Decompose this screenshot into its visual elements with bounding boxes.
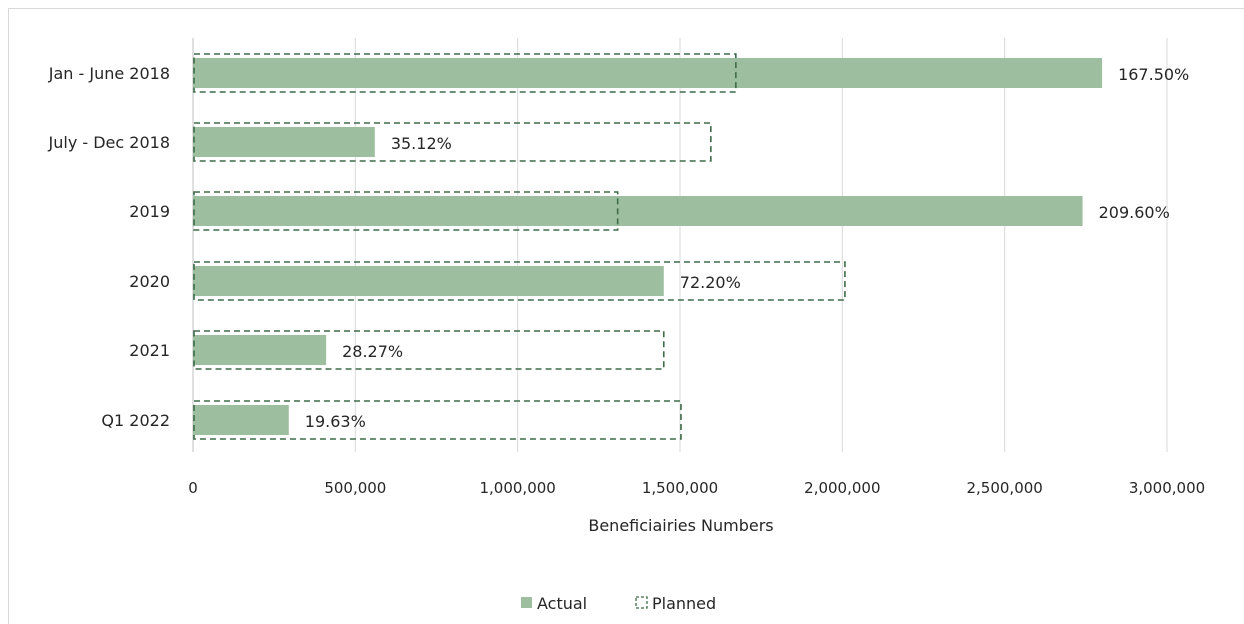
data-label: 28.27%: [342, 342, 403, 361]
bar-actual: [193, 58, 1103, 88]
legend: Actual Planned: [521, 594, 716, 613]
x-tick-label: 1,500,000: [642, 479, 718, 497]
data-label: 35.12%: [391, 134, 452, 153]
x-axis-title: Beneficiairies Numbers: [588, 516, 773, 535]
bar-actual: [193, 196, 1083, 226]
bar-planned: [193, 122, 712, 162]
bar-planned: [193, 53, 737, 93]
chart-frame: [8, 8, 1244, 624]
legend-label-actual: Actual: [537, 594, 587, 613]
category-labels: Jan - June 2018 July - Dec 2018 2019 2020 20…: [48, 64, 170, 430]
category-label: 2019: [129, 202, 170, 221]
bar-actual: [193, 405, 289, 435]
x-tick-label: 3,000,000: [1129, 479, 1205, 497]
data-labels: 167.50% 35.12% 209.60% 72.20% 28.27% 19.63%: [305, 65, 1189, 431]
tick-labels: 0 500,000 1,000,000 1,500,000 2,000,000 2,500…: [188, 479, 1205, 497]
bar-planned: [193, 400, 682, 440]
bars: [193, 53, 1103, 440]
category-label: 2020: [129, 272, 170, 291]
data-label: 19.63%: [305, 412, 366, 431]
gridlines: [192, 38, 1168, 452]
category-label: Q1 2022: [101, 411, 170, 430]
bar-planned: [193, 191, 619, 231]
legend-swatch-planned: [635, 596, 648, 609]
data-label: 209.60%: [1099, 203, 1170, 222]
bar-planned: [193, 330, 665, 370]
x-tick-label: 1,000,000: [479, 479, 555, 497]
legend-label-planned: Planned: [652, 594, 716, 613]
data-label: 167.50%: [1118, 65, 1189, 84]
category-label: Jan - June 2018: [48, 64, 170, 83]
category-label: 2021: [129, 341, 170, 360]
bar-planned: [193, 261, 846, 301]
x-tick-label: 2,000,000: [804, 479, 880, 497]
bar-actual: [193, 127, 375, 157]
legend-swatch-actual: [521, 597, 532, 608]
bar-actual: [193, 335, 327, 365]
category-label: July - Dec 2018: [48, 133, 170, 152]
x-tick-label: 500,000: [324, 479, 386, 497]
x-tick-label: 2,500,000: [966, 479, 1042, 497]
bar-actual: [193, 266, 664, 296]
x-tick-label: 0: [188, 479, 198, 497]
data-label: 72.20%: [680, 273, 741, 292]
